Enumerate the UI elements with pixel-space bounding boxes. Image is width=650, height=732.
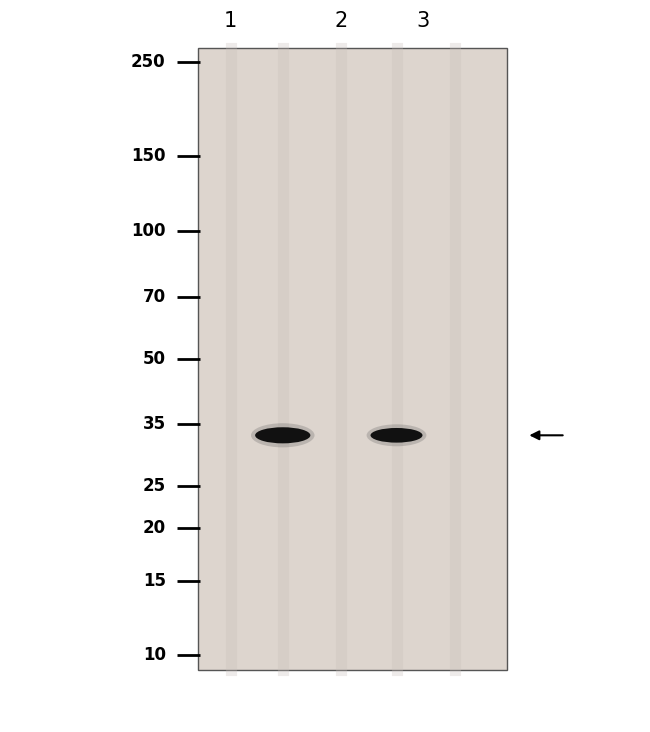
Text: 1: 1	[224, 11, 237, 31]
Text: 100: 100	[131, 222, 166, 240]
Text: 3: 3	[416, 11, 429, 31]
Ellipse shape	[251, 423, 315, 447]
Text: 50: 50	[143, 350, 166, 367]
Text: 20: 20	[142, 518, 166, 537]
Text: 25: 25	[142, 477, 166, 496]
Text: 35: 35	[142, 416, 166, 433]
Text: 15: 15	[143, 572, 166, 589]
Ellipse shape	[255, 427, 311, 444]
Text: 10: 10	[143, 646, 166, 665]
Text: 2: 2	[335, 11, 348, 31]
Text: 150: 150	[131, 147, 166, 165]
Bar	[198, 48, 507, 670]
Ellipse shape	[370, 428, 422, 443]
Ellipse shape	[367, 425, 426, 447]
Text: 70: 70	[142, 288, 166, 306]
Text: 250: 250	[131, 53, 166, 71]
